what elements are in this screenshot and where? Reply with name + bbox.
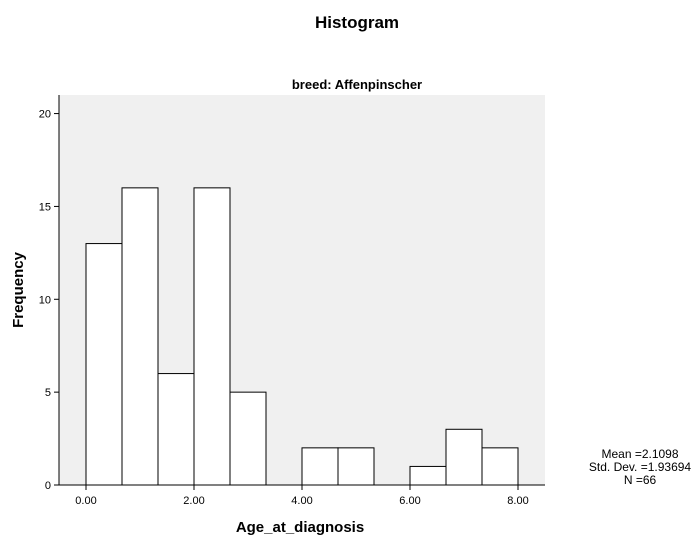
histogram-bar xyxy=(482,448,518,485)
x-tick-label: 6.00 xyxy=(399,495,420,507)
stats-mean: Mean =2.1098 xyxy=(601,447,678,461)
histogram-bar xyxy=(302,448,338,485)
y-tick-label: 20 xyxy=(39,109,51,121)
y-axis-label: Frequency xyxy=(10,251,27,328)
stats-std-dev: Std. Dev. =1.93694 xyxy=(589,460,692,474)
histogram-bar xyxy=(158,374,194,485)
x-tick-label: 4.00 xyxy=(291,495,312,507)
histogram-bar xyxy=(86,244,122,485)
y-tick-label: 0 xyxy=(45,480,51,492)
x-tick-label: 2.00 xyxy=(183,495,204,507)
x-axis-label: Age_at_diagnosis xyxy=(236,519,364,536)
y-tick-label: 10 xyxy=(39,294,51,306)
y-tick-label: 15 xyxy=(39,201,51,213)
histogram-bar xyxy=(122,188,158,485)
chart-title: Histogram xyxy=(315,13,399,32)
histogram-bar xyxy=(410,466,446,485)
histogram-bar xyxy=(230,392,266,485)
histogram-bar xyxy=(194,188,230,485)
histogram-bar xyxy=(446,429,482,485)
panel-subtitle: breed: Affenpinscher xyxy=(292,77,422,92)
x-tick-label: 8.00 xyxy=(507,495,528,507)
histogram-bar xyxy=(338,448,374,485)
stats-n: N =66 xyxy=(624,473,657,487)
y-tick-label: 5 xyxy=(45,387,51,399)
x-tick-label: 0.00 xyxy=(75,495,96,507)
